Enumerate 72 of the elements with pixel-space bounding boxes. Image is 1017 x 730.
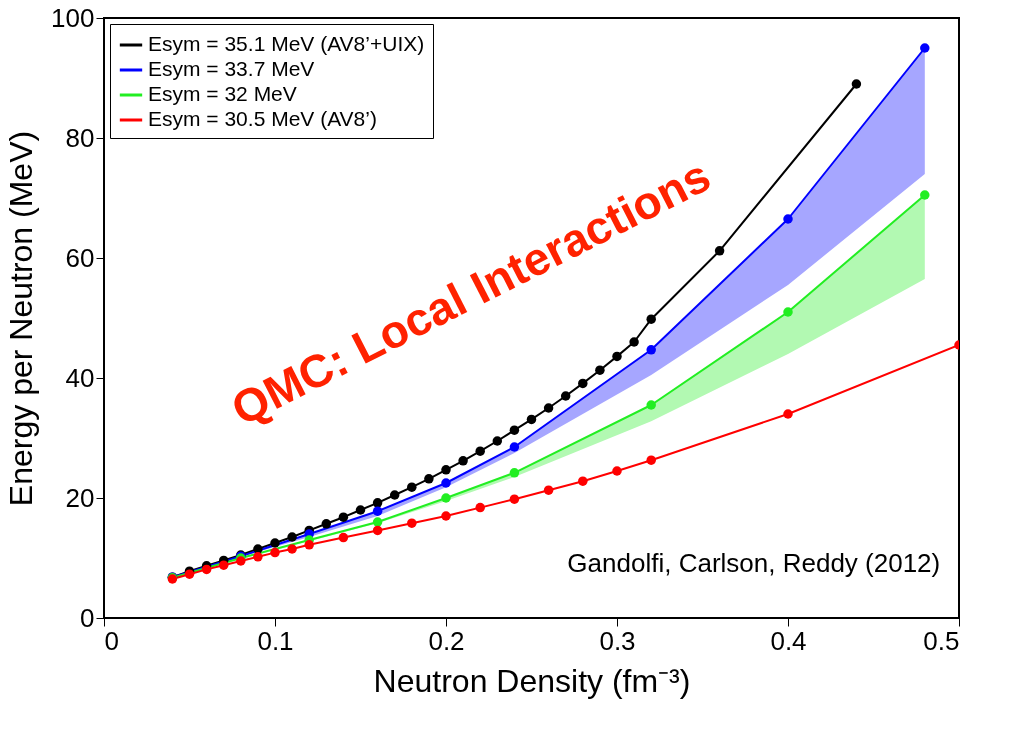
y-tick-label: 100 [51, 2, 95, 33]
legend-label: Esym = 30.5 MeV (AV8’) [148, 107, 377, 130]
point [287, 544, 297, 554]
y-tick-label: 80 [65, 122, 95, 153]
point [543, 403, 554, 413]
point [441, 493, 451, 503]
point [629, 337, 639, 347]
point [201, 564, 212, 575]
point [783, 307, 793, 317]
y-tick-label: 0 [80, 602, 95, 633]
point [560, 391, 571, 401]
point [321, 519, 332, 529]
point [646, 400, 656, 410]
x-tick-label: 0.4 [770, 625, 807, 656]
y-tick-label: 40 [65, 362, 95, 393]
point [372, 525, 383, 536]
point [714, 246, 725, 256]
point [578, 476, 588, 486]
point [253, 552, 263, 562]
point [441, 465, 451, 475]
point [441, 511, 451, 521]
point [441, 478, 451, 488]
point [920, 190, 930, 200]
point [304, 540, 314, 550]
point [920, 43, 930, 53]
point [783, 214, 793, 224]
point [270, 547, 280, 558]
point [270, 538, 280, 548]
point [372, 517, 383, 527]
point [646, 314, 656, 324]
legend-label: Esym = 35.1 MeV (AV8’+UIX) [148, 32, 425, 55]
point [595, 365, 605, 375]
x-tick-label: 0.3 [599, 625, 636, 656]
point [509, 494, 520, 504]
point [492, 436, 503, 446]
point [475, 446, 485, 456]
x-tick-label: 0.1 [257, 625, 294, 656]
point [424, 474, 434, 484]
point [783, 409, 793, 419]
point [612, 351, 622, 362]
point [407, 482, 417, 492]
point [851, 79, 862, 89]
point [646, 345, 656, 355]
x-tick-label: 0 [104, 625, 119, 656]
annotation: Gandolfi, Carlson, Reddy (2012) [567, 548, 941, 578]
point [355, 505, 366, 515]
point [509, 468, 520, 478]
y-tick-label: 20 [65, 482, 95, 513]
point [407, 518, 417, 528]
point [509, 442, 520, 452]
y-tick-label: 60 [65, 242, 95, 273]
point [372, 498, 383, 508]
point [475, 502, 485, 513]
point [526, 414, 537, 425]
point [218, 560, 229, 570]
y-axis-title: Energy per Neutron (MeV) [3, 130, 40, 507]
point [338, 532, 349, 543]
point [338, 512, 349, 522]
point [509, 425, 520, 435]
point [646, 455, 656, 465]
point [458, 456, 468, 466]
point [287, 532, 297, 542]
point [612, 466, 622, 476]
point [543, 485, 554, 495]
point [578, 378, 588, 389]
x-axis-title: Neutron Density (fm⁻³) [373, 662, 691, 699]
x-tick-label: 0.2 [428, 625, 465, 656]
point [389, 490, 400, 500]
legend-label: Esym = 33.7 MeV [148, 57, 315, 80]
x-tick-label: 0.5 [923, 625, 960, 656]
legend-label: Esym = 32 MeV [148, 82, 297, 105]
point [372, 506, 383, 516]
